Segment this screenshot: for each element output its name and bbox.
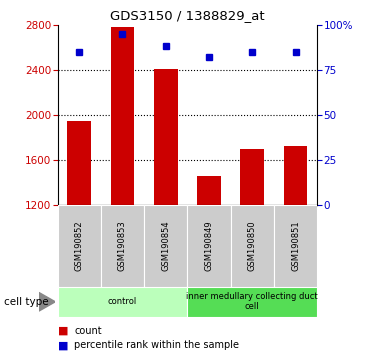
Bar	[111, 27, 134, 205]
Text: GSM190854: GSM190854	[161, 221, 170, 272]
Bar	[284, 145, 308, 205]
Bar	[231, 205, 274, 287]
Bar	[101, 205, 144, 287]
Bar	[274, 205, 317, 287]
Bar	[197, 176, 221, 205]
Bar	[154, 69, 178, 205]
Bar	[240, 149, 264, 205]
Text: control: control	[108, 297, 137, 306]
Text: ■: ■	[58, 340, 68, 350]
Text: GSM190849: GSM190849	[204, 221, 213, 272]
Bar	[144, 205, 187, 287]
Bar	[187, 205, 231, 287]
Text: ■: ■	[58, 326, 68, 336]
Text: inner medullary collecting duct
cell: inner medullary collecting duct cell	[187, 292, 318, 312]
Bar	[67, 121, 91, 205]
Text: cell type: cell type	[4, 297, 48, 307]
Bar	[58, 287, 187, 317]
Text: percentile rank within the sample: percentile rank within the sample	[74, 340, 239, 350]
Bar	[58, 205, 101, 287]
Bar	[187, 287, 317, 317]
Title: GDS3150 / 1388829_at: GDS3150 / 1388829_at	[110, 9, 265, 22]
Text: GSM190853: GSM190853	[118, 221, 127, 272]
Text: GSM190852: GSM190852	[75, 221, 83, 272]
Text: GSM190851: GSM190851	[291, 221, 300, 272]
Polygon shape	[39, 292, 55, 311]
Text: count: count	[74, 326, 102, 336]
Text: GSM190850: GSM190850	[248, 221, 257, 272]
